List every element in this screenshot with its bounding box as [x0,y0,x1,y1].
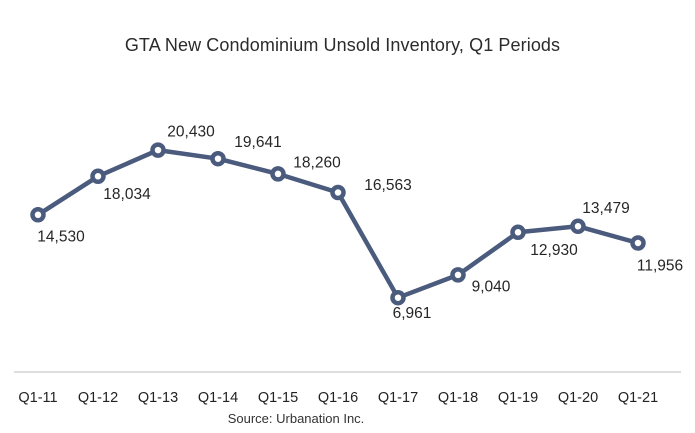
x-axis-label: Q1-16 [318,390,358,406]
data-point-marker [450,267,466,283]
data-point-marker [330,184,346,201]
data-point-marker [150,142,166,158]
data-point-label: 11,956 [637,258,683,275]
data-point-label: 20,430 [167,124,215,141]
x-axis-label: Q1-21 [618,390,658,406]
x-axis-label: Q1-20 [558,390,598,406]
data-point-marker [570,218,586,235]
data-point-marker [90,168,106,185]
data-point-marker [30,207,46,223]
x-axis-label: Q1-18 [438,390,478,406]
data-point-label: 9,040 [472,278,511,295]
series-line [35,147,641,300]
x-axis-label: Q1-17 [378,390,418,406]
data-point-marker [630,235,646,251]
x-axis-label: Q1-11 [18,390,57,406]
x-axis-label: Q1-13 [138,390,178,406]
x-axis-label: Q1-15 [258,390,298,406]
x-axis-label: Q1-12 [78,390,118,406]
data-point-label: 19,641 [234,134,281,151]
data-point-label: 13,479 [582,200,629,217]
data-point-marker [390,289,406,306]
data-point-marker [270,166,286,182]
x-axis-label: Q1-19 [498,390,538,406]
data-point-label: 16,563 [364,177,411,194]
data-point-marker [510,224,526,241]
data-point-label: 18,260 [293,154,341,171]
data-point-label: 12,930 [530,242,578,259]
data-point-label: 14,530 [37,228,85,245]
data-point-label: 18,034 [103,186,151,203]
chart-title: GTA New Condominium Unsold Inventory, Q1… [124,35,561,55]
data-point-label: 6,961 [393,305,432,322]
source-caption: Source: Urbanation Inc. [227,411,365,426]
data-point-marker [210,150,226,167]
x-axis-label: Q1-14 [198,390,238,406]
